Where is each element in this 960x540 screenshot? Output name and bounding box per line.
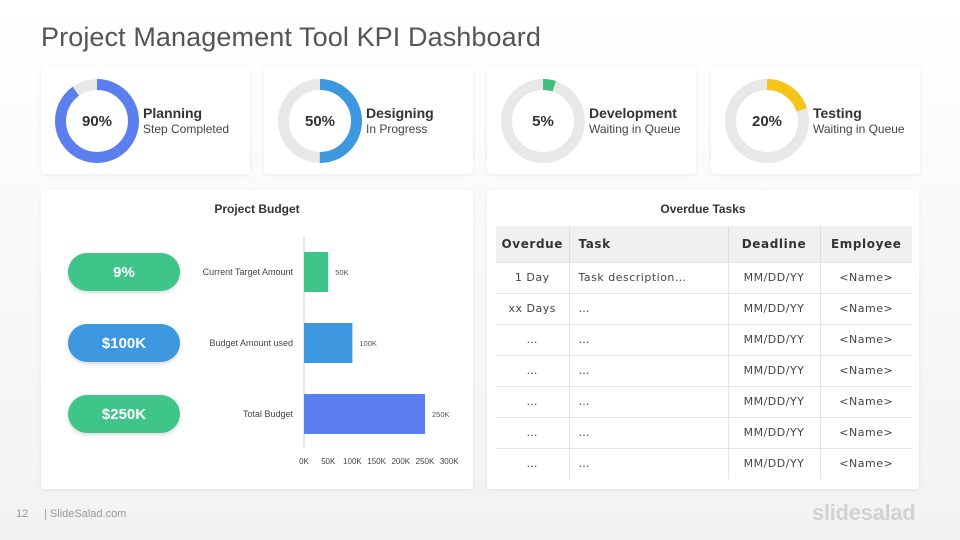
table-row[interactable]: … … MM/DD/YY <Name>: [496, 447, 912, 479]
donut-progress-arc: [55, 79, 139, 163]
deadline-cell: MM/DD/YY: [728, 385, 821, 417]
column-header[interactable]: Deadline: [728, 226, 821, 262]
deadline-cell: MM/DD/YY: [728, 447, 821, 479]
column-header[interactable]: Task: [569, 226, 729, 262]
table-row[interactable]: 1 Day Task description… MM/DD/YY <Name>: [496, 261, 912, 293]
deadline-cell: MM/DD/YY: [728, 261, 821, 293]
employee-cell: <Name>: [820, 261, 912, 293]
donut-progress-arc: [278, 79, 362, 163]
kpi-card-designing: 50% Designing In Progress: [264, 66, 473, 174]
table-row[interactable]: … … MM/DD/YY <Name>: [496, 323, 912, 355]
panel-title: Project Budget: [214, 202, 300, 216]
overdue-cell: …: [496, 447, 570, 479]
progress-donut: [278, 79, 362, 163]
kpi-status: In Progress: [366, 122, 428, 136]
overdue-cell: 1 Day: [496, 261, 570, 293]
kpi-percent: 50%: [304, 112, 336, 130]
chart-tick-label: 0K: [299, 457, 309, 466]
brand-logo: slidesalad: [812, 500, 916, 525]
kpi-card-development: 5% Development Waiting in Queue: [487, 66, 696, 174]
chart-data-label: 100K: [359, 339, 377, 348]
project-budget-panel: Project Budget 9% $100K $250K Current Ta…: [41, 190, 473, 489]
deadline-cell: MM/DD/YY: [728, 354, 821, 386]
budget-pill-total: $250K: [68, 395, 180, 433]
page-title: Project Management Tool KPI Dashboard: [41, 22, 541, 52]
employee-cell: <Name>: [820, 385, 912, 417]
kpi-card-planning: 90% Planning Step Completed: [41, 66, 250, 174]
employee-cell: <Name>: [820, 292, 912, 324]
kpi-percent: 90%: [81, 112, 113, 130]
chart-category-label: Budget Amount used: [209, 338, 293, 348]
kpi-name: Designing: [366, 105, 434, 121]
budget-bar-chart: Current Target Amount 50K Budget Amount us…: [203, 237, 459, 466]
budget-pill-target: 9%: [68, 253, 180, 291]
progress-donut: [725, 79, 809, 163]
table-row[interactable]: … … MM/DD/YY <Name>: [496, 416, 912, 448]
slide-number: 12: [16, 508, 29, 520]
task-cell: …: [569, 447, 729, 479]
deadline-cell: MM/DD/YY: [728, 323, 821, 355]
budget-pill-used: $100K: [68, 324, 180, 362]
progress-donut: [55, 79, 139, 163]
chart-tick-label: 150K: [367, 457, 386, 466]
table-row[interactable]: xx Days … MM/DD/YY <Name>: [496, 292, 912, 324]
kpi-status: Step Completed: [143, 122, 230, 136]
task-cell: Task description…: [569, 261, 729, 293]
table-row[interactable]: … … MM/DD/YY <Name>: [496, 354, 912, 386]
kpi-card-testing: 20% Testing Waiting in Queue: [711, 66, 920, 174]
deadline-cell: MM/DD/YY: [728, 416, 821, 448]
kpi-status: Waiting in Queue: [813, 122, 905, 136]
deadline-cell: MM/DD/YY: [728, 292, 821, 324]
donut-progress-arc: [501, 79, 585, 163]
overdue-cell: …: [496, 323, 570, 355]
overdue-cell: xx Days: [496, 292, 570, 324]
donut-progress-arc: [725, 79, 809, 163]
column-header[interactable]: Employee: [820, 226, 912, 262]
footer-site-link[interactable]: | SlideSalad.com: [44, 508, 127, 520]
overdue-cell: …: [496, 416, 570, 448]
task-cell: …: [569, 385, 729, 417]
employee-cell: <Name>: [820, 416, 912, 448]
chart-category-label: Total Budget: [243, 409, 294, 419]
chart-bar: [304, 252, 329, 292]
table-header-row: Overdue Task Deadline Employee: [496, 226, 912, 262]
kpi-percent: 5%: [532, 112, 554, 130]
task-cell: …: [569, 323, 729, 355]
table-row[interactable]: … … MM/DD/YY <Name>: [496, 385, 912, 417]
task-cell: …: [569, 354, 729, 386]
chart-bar: [304, 323, 353, 363]
task-cell: …: [569, 292, 729, 324]
chart-tick-label: 300K: [440, 457, 459, 466]
panel-title: Overdue Tasks: [660, 202, 746, 216]
kpi-name: Development: [589, 105, 677, 121]
employee-cell: <Name>: [820, 447, 912, 479]
overdue-tasks-table: Overdue Task Deadline Employee 1 Day Tas…: [496, 226, 912, 479]
chart-data-label: 250K: [432, 410, 450, 419]
chart-tick-label: 250K: [416, 457, 435, 466]
kpi-name: Planning: [143, 105, 203, 121]
task-cell: …: [569, 416, 729, 448]
chart-tick-label: 50K: [321, 457, 336, 466]
kpi-percent: 20%: [751, 112, 783, 130]
kpi-name: Testing: [813, 105, 862, 121]
employee-cell: <Name>: [820, 323, 912, 355]
overdue-cell: …: [496, 385, 570, 417]
chart-tick-label: 200K: [391, 457, 410, 466]
column-header[interactable]: Overdue: [496, 226, 570, 262]
chart-data-label: 50K: [335, 268, 348, 277]
kpi-status: Waiting in Queue: [589, 122, 681, 136]
overdue-cell: …: [496, 354, 570, 386]
chart-category-label: Current Target Amount: [203, 267, 294, 277]
overdue-tasks-panel: Overdue Tasks Overdue Task Deadline Empl…: [487, 190, 919, 489]
employee-cell: <Name>: [820, 354, 912, 386]
chart-bar: [304, 394, 425, 434]
chart-tick-label: 100K: [343, 457, 362, 466]
progress-donut: [501, 79, 585, 163]
